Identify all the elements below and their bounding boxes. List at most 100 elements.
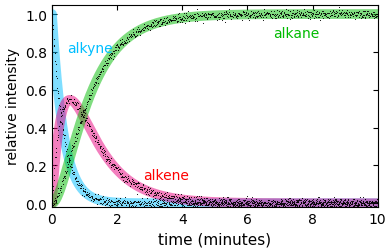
Point bbox=[133, 200, 139, 204]
Point bbox=[183, 197, 189, 201]
Point bbox=[142, 26, 149, 30]
Point bbox=[106, 200, 112, 204]
Point bbox=[242, 15, 248, 19]
Point bbox=[118, 203, 124, 207]
Point bbox=[214, 200, 220, 204]
Point bbox=[214, 204, 221, 208]
Point bbox=[231, 200, 238, 204]
Point bbox=[348, 14, 354, 18]
Point bbox=[83, 117, 89, 121]
Point bbox=[318, 12, 324, 16]
Point bbox=[282, 14, 288, 18]
Point bbox=[67, 98, 73, 102]
Point bbox=[355, 11, 361, 15]
Point bbox=[199, 201, 205, 205]
Point bbox=[283, 206, 289, 210]
Point bbox=[343, 200, 349, 204]
Point bbox=[363, 203, 369, 207]
Point bbox=[123, 36, 130, 40]
Point bbox=[241, 203, 247, 207]
Point bbox=[318, 200, 324, 204]
Point bbox=[226, 197, 232, 201]
Point bbox=[307, 199, 313, 203]
Point bbox=[89, 88, 95, 92]
Point bbox=[211, 200, 217, 204]
Point bbox=[166, 195, 172, 199]
Point bbox=[169, 19, 175, 23]
Point bbox=[320, 17, 327, 21]
Point bbox=[152, 205, 159, 209]
Point bbox=[173, 199, 180, 203]
Point bbox=[201, 200, 208, 204]
Point bbox=[260, 203, 266, 207]
Point bbox=[247, 204, 254, 208]
Point bbox=[279, 206, 286, 210]
Point bbox=[126, 33, 132, 37]
Point bbox=[201, 200, 207, 204]
Point bbox=[60, 128, 66, 132]
Point bbox=[52, 60, 58, 64]
Point bbox=[258, 198, 264, 202]
Point bbox=[85, 122, 91, 126]
Point bbox=[96, 73, 102, 77]
Point bbox=[115, 169, 121, 173]
Point bbox=[212, 200, 218, 204]
Point bbox=[217, 202, 223, 206]
Point bbox=[112, 202, 118, 206]
Point bbox=[189, 199, 195, 203]
Point bbox=[147, 186, 153, 190]
Point bbox=[304, 10, 310, 14]
Point bbox=[314, 13, 320, 17]
Point bbox=[156, 202, 163, 206]
Point bbox=[257, 201, 263, 205]
Point bbox=[209, 204, 215, 208]
Point bbox=[155, 191, 161, 195]
Point bbox=[329, 205, 336, 209]
Point bbox=[291, 201, 298, 205]
Point bbox=[224, 15, 230, 19]
Point bbox=[372, 207, 379, 211]
Point bbox=[266, 198, 272, 202]
Point bbox=[217, 198, 223, 202]
Point bbox=[303, 198, 309, 202]
Point bbox=[231, 203, 237, 207]
Point bbox=[275, 207, 281, 211]
Point bbox=[324, 200, 330, 204]
Point bbox=[373, 204, 379, 208]
Point bbox=[238, 202, 245, 206]
Point bbox=[315, 204, 321, 208]
Point bbox=[181, 12, 187, 16]
Point bbox=[63, 100, 69, 104]
Point bbox=[295, 16, 301, 20]
Point bbox=[364, 200, 370, 204]
Point bbox=[227, 198, 233, 202]
Point bbox=[343, 205, 349, 209]
Point bbox=[202, 204, 209, 208]
Point bbox=[226, 11, 232, 15]
Point bbox=[93, 77, 99, 81]
Point bbox=[311, 9, 318, 13]
Point bbox=[362, 205, 368, 209]
Point bbox=[290, 16, 297, 20]
Point bbox=[94, 198, 100, 202]
Point bbox=[169, 19, 176, 23]
Point bbox=[163, 196, 170, 200]
Point bbox=[131, 200, 137, 204]
Point bbox=[323, 202, 329, 206]
Point bbox=[291, 199, 297, 203]
Point bbox=[130, 180, 136, 184]
Point bbox=[365, 202, 371, 206]
Point bbox=[238, 201, 244, 205]
Point bbox=[237, 201, 243, 205]
Point bbox=[359, 201, 365, 205]
Point bbox=[256, 14, 262, 18]
Point bbox=[119, 43, 125, 47]
Point bbox=[325, 203, 332, 207]
Point bbox=[297, 205, 303, 209]
Point bbox=[285, 9, 291, 13]
Point bbox=[362, 15, 368, 19]
Point bbox=[171, 194, 178, 198]
Point bbox=[66, 157, 73, 161]
Point bbox=[112, 48, 118, 52]
Point bbox=[310, 198, 316, 202]
